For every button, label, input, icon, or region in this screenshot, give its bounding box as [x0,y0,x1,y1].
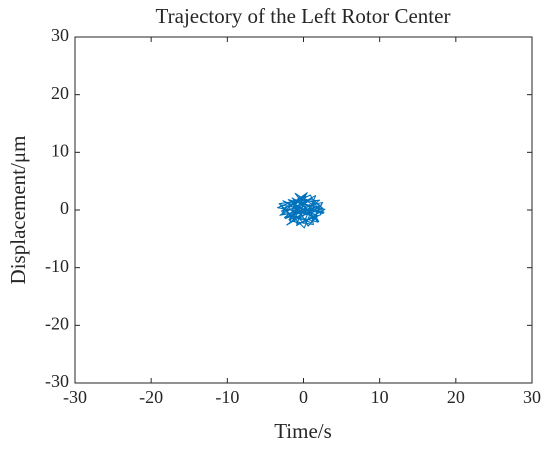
y-tick-label: 10 [51,140,69,160]
y-tick-label: -20 [45,313,69,333]
x-axis-label: Time/s [274,419,332,443]
x-tick-label: -10 [215,387,239,407]
trajectory-line [277,192,326,229]
y-tick-label: 30 [51,25,69,45]
x-tick-label: -20 [139,387,163,407]
x-tick-label: 0 [299,387,308,407]
y-tick-label: 20 [51,83,69,103]
x-tick-label: 30 [523,387,541,407]
y-tick-label: -10 [45,256,69,276]
x-tick-label: -30 [63,387,87,407]
y-tick-label: -30 [45,371,69,391]
x-tick-label: 10 [371,387,389,407]
y-axis-label: Displacement/μm [6,136,30,285]
chart-title: Trajectory of the Left Rotor Center [156,4,451,28]
y-tick-label: 0 [60,198,69,218]
x-tick-label: 20 [447,387,465,407]
